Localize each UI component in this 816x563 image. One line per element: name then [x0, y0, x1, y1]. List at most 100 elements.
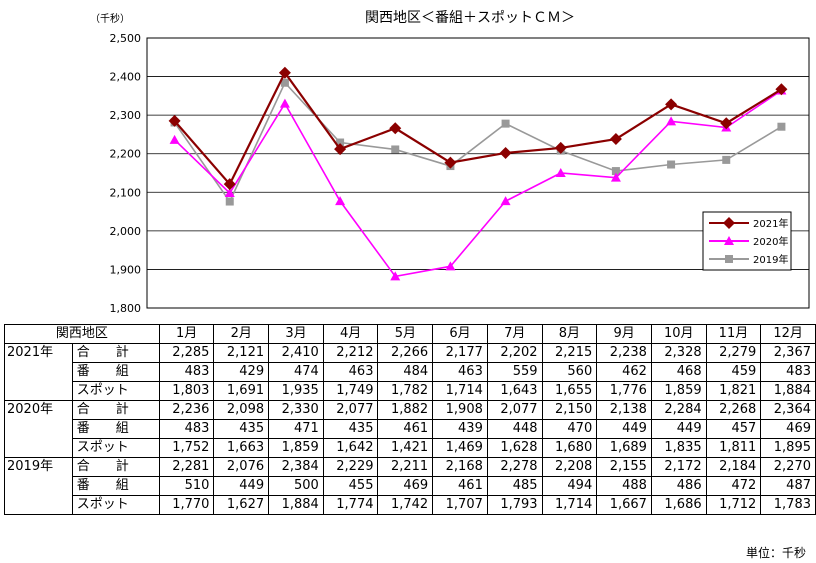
unit-note: 単位：千秒 — [745, 546, 806, 560]
table-cell: 2,211 — [377, 457, 434, 477]
table-cell: 2,172 — [650, 457, 707, 477]
data-point — [724, 236, 734, 245]
table-cell: 2,328 — [650, 343, 707, 363]
table-cell: 462 — [596, 362, 652, 382]
legend-label: 2020年 — [753, 235, 788, 248]
table-cell: 429 — [213, 362, 270, 382]
metric-label: スポット — [71, 381, 160, 401]
data-point — [611, 167, 620, 176]
data-point — [445, 261, 456, 271]
y-tick-label: 1,900 — [110, 263, 142, 276]
month-header: 4月 — [322, 324, 379, 344]
table-cell: 2,215 — [541, 343, 598, 363]
table-cell: 1,686 — [650, 495, 707, 515]
metric-label: スポット — [71, 438, 160, 458]
month-header: 2月 — [213, 324, 270, 344]
data-point — [667, 160, 676, 169]
plot-grid — [146, 37, 810, 309]
table-cell: 468 — [650, 362, 707, 382]
table-cell: 2,168 — [432, 457, 488, 477]
y-tick-label: 2,100 — [110, 186, 142, 199]
legend: 2021年 2020年 2019年 — [702, 211, 792, 271]
y-tick-label: 2,500 — [110, 32, 142, 45]
table-cell: 2,384 — [268, 457, 324, 477]
month-header: 9月 — [596, 324, 652, 344]
table-cell: 2,270 — [760, 457, 816, 477]
metric-label: スポット — [71, 495, 160, 515]
table-cell: 2,076 — [213, 457, 270, 477]
table-row: スポット 1,752 1,663 1,859 1,642 1,421 1,469 1,628 1… — [5, 438, 816, 458]
table-cell: 2,212 — [322, 343, 379, 363]
table-cell: 470 — [541, 419, 598, 439]
data-point — [334, 143, 347, 156]
data-point — [444, 156, 457, 169]
table-cell: 1,714 — [432, 381, 488, 401]
month-header: 12月 — [760, 324, 816, 344]
table-cell: 1,895 — [760, 438, 816, 458]
table-cell: 1,689 — [596, 438, 652, 458]
data-point — [169, 134, 180, 144]
series-line — [173, 70, 782, 187]
data-point — [499, 146, 512, 159]
table-cell: 1,643 — [486, 381, 543, 401]
table-cell: 2,367 — [760, 343, 816, 363]
table-cell: 1,680 — [541, 438, 598, 458]
data-point — [610, 172, 621, 182]
chart-title: 関西地区＜番組＋スポットＣＭ＞ — [365, 10, 575, 26]
table-cell: 1,712 — [705, 495, 762, 515]
table-cell: 1,749 — [322, 381, 379, 401]
data-point — [168, 114, 181, 127]
table-cell: 449 — [213, 476, 270, 496]
table-cell: 1,469 — [432, 438, 488, 458]
table-cell: 2,278 — [486, 457, 543, 477]
month-header: 11月 — [705, 324, 762, 344]
table-cell: 483 — [158, 419, 215, 439]
series-2020年 — [169, 85, 787, 281]
data-point — [723, 217, 735, 229]
table-cell: 2,281 — [158, 457, 215, 477]
table-cell: 1,642 — [322, 438, 379, 458]
table-cell: 2,279 — [705, 343, 762, 363]
table-cell: 449 — [650, 419, 707, 439]
data-point — [666, 116, 677, 126]
table-cell: 2,208 — [541, 457, 598, 477]
table-cell: 559 — [486, 362, 543, 382]
table-cell: 1,884 — [268, 495, 324, 515]
table-cell: 474 — [268, 362, 324, 382]
data-point — [777, 122, 786, 131]
data-point — [720, 117, 733, 130]
series-line — [173, 81, 782, 204]
table-cell: 469 — [760, 419, 816, 439]
table-cell: 2,410 — [268, 343, 324, 363]
table-cell: 483 — [760, 362, 816, 382]
data-point — [390, 271, 401, 281]
data-point — [555, 168, 566, 177]
table-cell: 510 — [158, 476, 215, 496]
y-axis-ticks: 1,800 1,900 2,000 2,100 2,200 2,300 2,400 2,500 — [110, 32, 142, 315]
month-header: 10月 — [650, 324, 707, 344]
table-cell: 455 — [322, 476, 379, 496]
table-cell: 457 — [705, 419, 762, 439]
table-cell: 469 — [377, 476, 434, 496]
table-cell: 463 — [322, 362, 379, 382]
legend-item: 2020年 — [709, 235, 788, 248]
table-cell: 1,884 — [760, 381, 816, 401]
metric-label: 番 組 — [71, 476, 160, 496]
table-cell: 472 — [705, 476, 762, 496]
data-point — [280, 78, 289, 87]
data-point — [554, 141, 567, 154]
table-cell: 2,330 — [268, 400, 324, 420]
y-tick-label: 2,300 — [110, 109, 142, 122]
y-axis-unit: （千秒） — [90, 12, 130, 25]
table-cell: 1,774 — [322, 495, 379, 515]
data-point — [725, 255, 733, 263]
month-header: 3月 — [268, 324, 324, 344]
table-cell: 435 — [213, 419, 270, 439]
table-cell: 1,882 — [377, 400, 434, 420]
table-body: 2021年合 計 2,285 2,121 2,410 2,212 2,266 2,177 2,… — [4, 343, 816, 515]
data-point — [775, 83, 788, 96]
table-cell: 485 — [486, 476, 543, 496]
table-cell: 1,782 — [377, 381, 434, 401]
table-cell: 459 — [705, 362, 762, 382]
table-cell: 2,121 — [213, 343, 270, 363]
